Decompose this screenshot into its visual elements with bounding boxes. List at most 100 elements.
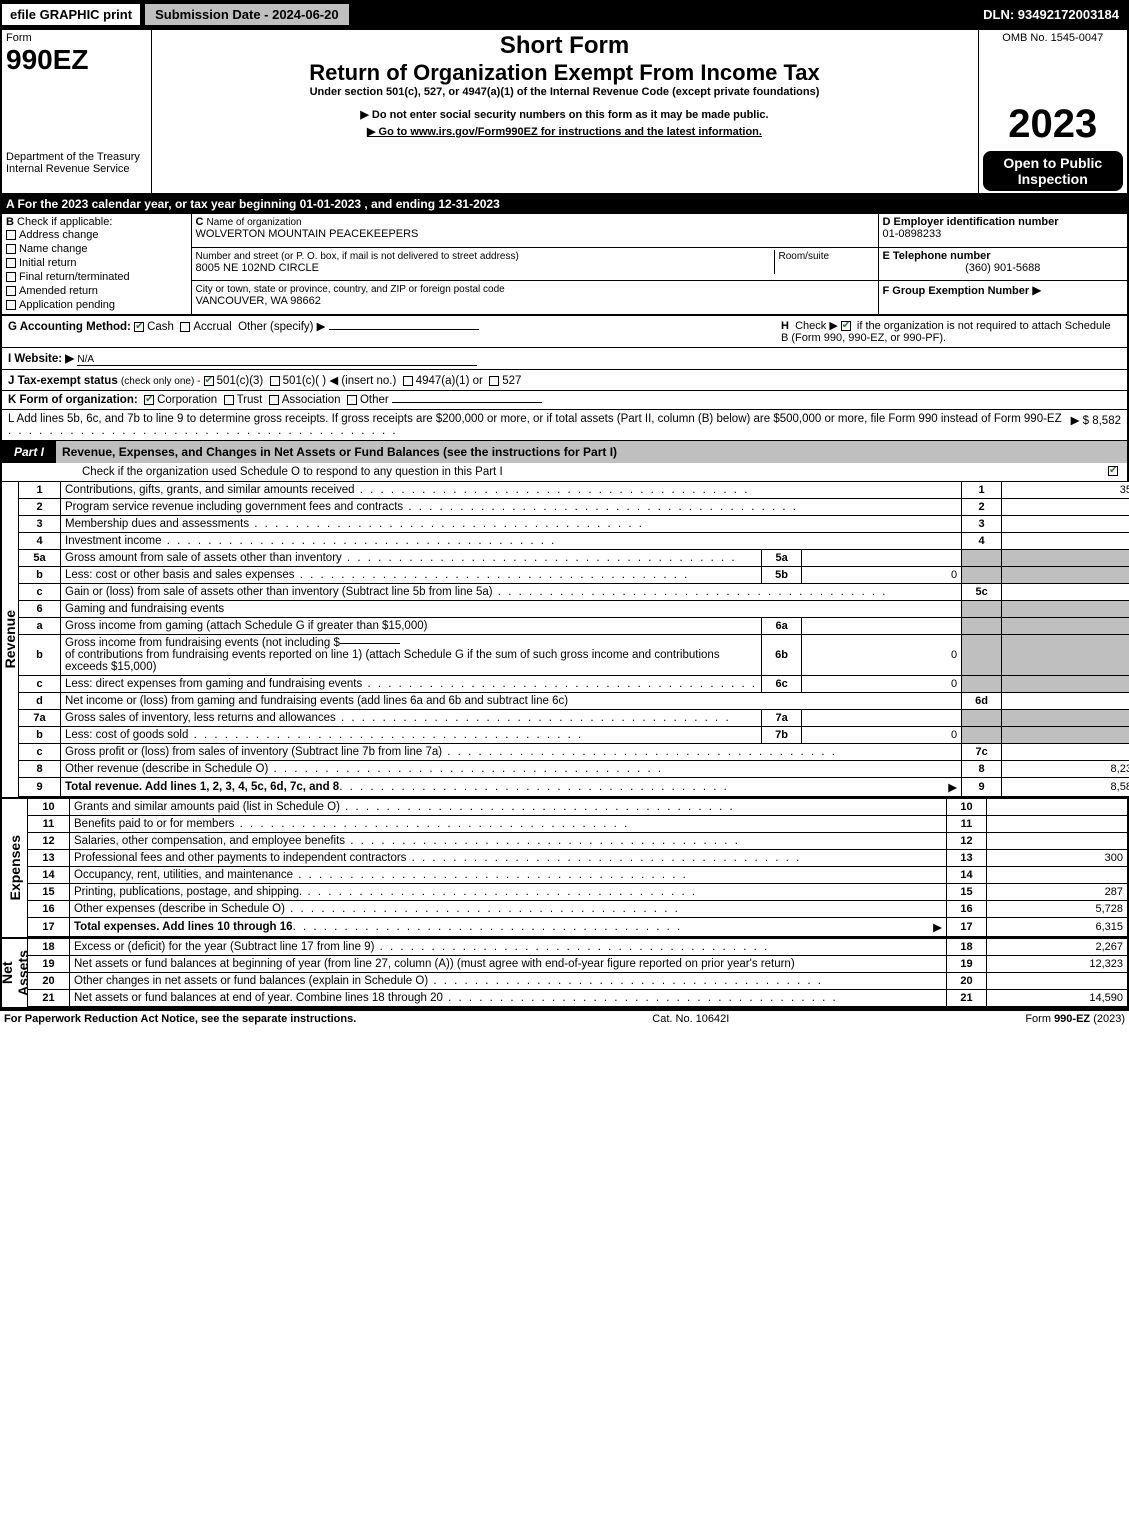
val-8: 8,232 xyxy=(1002,761,1129,778)
ldesc-5a: Gross amount from sale of assets other t… xyxy=(65,552,757,564)
ldesc-6b-1: Gross income from fundraising events (no… xyxy=(65,637,340,649)
g-h-row: G Accounting Method: Cash Accrual Other … xyxy=(0,316,1129,348)
d-label: D Employer identification number xyxy=(883,216,1059,228)
chk-4947[interactable] xyxy=(403,376,413,386)
chk-527[interactable] xyxy=(489,376,499,386)
lnum-21: 21 xyxy=(28,990,70,1007)
ldesc-4: Investment income xyxy=(65,535,957,547)
form-header: Form 990EZ Short Form Return of Organiza… xyxy=(0,29,1129,195)
ldesc-7b: Less: cost of goods sold xyxy=(65,729,757,741)
lnum-2: 2 xyxy=(19,499,61,516)
chk-other-org[interactable] xyxy=(347,395,357,405)
city-value: VANCOUVER, WA 98662 xyxy=(196,295,321,307)
h-check-text: Check ▶ xyxy=(795,320,838,332)
lnum-8: 8 xyxy=(19,761,61,778)
chk-application-pending[interactable]: Application pending xyxy=(6,298,187,312)
j-row: J Tax-exempt status (check only one) - 5… xyxy=(0,370,1129,391)
f-arrow: ▶ xyxy=(1032,283,1041,297)
val-11 xyxy=(987,816,1127,833)
k-row: K Form of organization: Corporation Trus… xyxy=(0,391,1129,410)
chk-trust[interactable] xyxy=(224,395,234,405)
line-12: 12 Salaries, other compensation, and emp… xyxy=(28,833,1129,850)
sub-5b: 5b xyxy=(762,567,802,584)
box-6a-shade xyxy=(962,618,1002,635)
val-7a-shade xyxy=(1002,710,1129,727)
chk-501c3[interactable] xyxy=(204,376,214,386)
lnum-20: 20 xyxy=(28,973,70,990)
chk-cash[interactable] xyxy=(134,322,144,332)
val-7b-shade xyxy=(1002,727,1129,744)
j-label: J Tax-exempt status xyxy=(8,375,118,387)
chk-accrual[interactable] xyxy=(180,322,190,332)
goto-text[interactable]: ▶ Go to www.irs.gov/Form990EZ for instru… xyxy=(156,125,974,138)
ldesc-14: Occupancy, rent, utilities, and maintena… xyxy=(74,869,942,881)
lnum-14: 14 xyxy=(28,867,70,884)
box-6d: 6d xyxy=(962,693,1002,710)
omb-number: OMB No. 1545-0047 xyxy=(983,32,1124,44)
efile-label[interactable]: efile GRAPHIC print xyxy=(2,4,142,25)
ldesc-8: Other revenue (describe in Schedule O) xyxy=(65,763,957,775)
lnum-15: 15 xyxy=(28,884,70,901)
part1-header-row: Part I Revenue, Expenses, and Changes in… xyxy=(0,441,1129,463)
box-5b-shade xyxy=(962,567,1002,584)
chk-501c[interactable] xyxy=(270,376,280,386)
chk-corporation[interactable] xyxy=(144,395,154,405)
other-org-field[interactable] xyxy=(392,402,542,403)
lnum-7a: 7a xyxy=(19,710,61,727)
box-2: 2 xyxy=(962,499,1002,516)
chk-final-return[interactable]: Final return/terminated xyxy=(6,270,187,284)
lnum-5b: b xyxy=(19,567,61,584)
expenses-vert-label: Expenses xyxy=(7,831,23,904)
ldesc-10: Grants and similar amounts paid (list in… xyxy=(74,801,942,813)
footer-right-bold: 990-EZ xyxy=(1054,1013,1090,1025)
lnum-19: 19 xyxy=(28,956,70,973)
box-6-shade xyxy=(962,601,1002,618)
line-18: 18 Excess or (deficit) for the year (Sub… xyxy=(28,939,1129,956)
top-bar: efile GRAPHIC print Submission Date - 20… xyxy=(0,0,1129,29)
ldesc-17: Total expenses. Add lines 10 through 16 xyxy=(74,921,293,933)
website-field[interactable]: N/A xyxy=(77,353,477,366)
lnum-13: 13 xyxy=(28,850,70,867)
chk-name-change[interactable]: Name change xyxy=(6,242,187,256)
ldesc-2: Program service revenue including govern… xyxy=(65,501,957,513)
room-suite-label: Room/suite xyxy=(779,251,830,262)
lnum-1: 1 xyxy=(19,482,61,499)
4947-label: 4947(a)(1) or xyxy=(416,375,483,387)
chk-amended-return[interactable]: Amended return xyxy=(6,284,187,298)
subval-6b: 0 xyxy=(802,635,962,676)
chk-association[interactable] xyxy=(269,395,279,405)
box-14: 14 xyxy=(947,867,987,884)
chk-initial-return[interactable]: Initial return xyxy=(6,256,187,270)
line-14: 14 Occupancy, rent, utilities, and maint… xyxy=(28,867,1129,884)
footer-right-post: (2023) xyxy=(1090,1013,1125,1025)
goto-link[interactable]: ▶ Go to www.irs.gov/Form990EZ for instru… xyxy=(367,126,762,138)
ldesc-6d: Net income or (loss) from gaming and fun… xyxy=(65,695,957,707)
ldesc-15: Printing, publications, postage, and shi… xyxy=(74,886,942,898)
6b-contrib-field[interactable] xyxy=(340,643,400,644)
box-9: 9 xyxy=(962,778,1002,797)
chk-address-change[interactable]: Address change xyxy=(6,228,187,242)
subval-5a xyxy=(802,550,962,567)
other-specify-field[interactable] xyxy=(329,329,479,330)
line-10: 10 Grants and similar amounts paid (list… xyxy=(28,799,1129,816)
val-6-shade xyxy=(1002,601,1129,618)
dept-treasury: Department of the Treasury Internal Reve… xyxy=(6,151,147,175)
lnum-10: 10 xyxy=(28,799,70,816)
line-6d: d Net income or (loss) from gaming and f… xyxy=(19,693,1129,710)
f-label: F Group Exemption Number xyxy=(883,285,1030,297)
chk-schedule-b[interactable] xyxy=(841,321,851,331)
lnum-6d: d xyxy=(19,693,61,710)
chk-schedule-o[interactable] xyxy=(1108,466,1118,476)
final-return-label: Final return/terminated xyxy=(19,271,130,283)
revenue-section: Revenue 1 Contributions, gifts, grants, … xyxy=(0,482,1129,799)
other-specify-label: Other (specify) ▶ xyxy=(238,321,325,333)
val-13: 300 xyxy=(987,850,1127,867)
c-label: C xyxy=(196,216,204,228)
box-20: 20 xyxy=(947,973,987,990)
netassets-vert-label: Net Assets xyxy=(0,939,31,1007)
section-a: A For the 2023 calendar year, or tax yea… xyxy=(0,195,1129,213)
501c3-label: 501(c)(3) xyxy=(217,375,264,387)
footer-mid: Cat. No. 10642I xyxy=(652,1013,729,1025)
footer-left: For Paperwork Reduction Act Notice, see … xyxy=(4,1013,356,1025)
box-6b-shade xyxy=(962,635,1002,676)
